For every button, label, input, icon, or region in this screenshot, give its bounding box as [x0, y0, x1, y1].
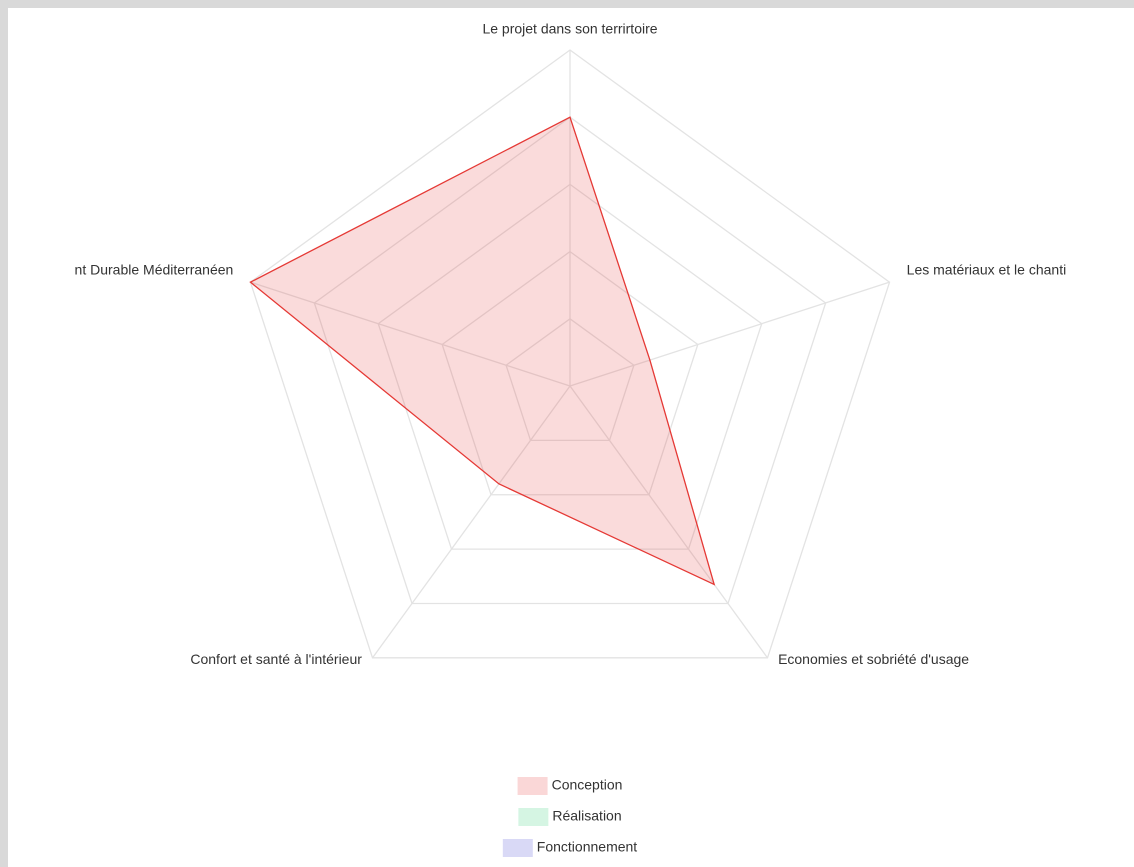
axis-spoke	[569, 385, 769, 659]
grid-ring	[377, 183, 763, 550]
grid-ring	[249, 49, 891, 659]
axis-label: nt Durable Méditerranéen	[75, 261, 234, 277]
grid-ring	[441, 250, 699, 496]
legend-label: Fonctionnement	[537, 839, 638, 855]
legend-swatch	[502, 839, 533, 857]
legend-label: Conception	[552, 777, 623, 793]
grid-ring	[505, 317, 635, 442]
chart-frame: Le projet dans son terrirtoire Les matéri…	[8, 8, 1134, 867]
axis-label: Economies et sobriété d'usage	[778, 651, 969, 667]
axis-label: Les matériaux et le chanti	[907, 261, 1067, 277]
series-area	[249, 116, 716, 586]
axis-spoke	[371, 385, 571, 659]
legend-swatch	[518, 808, 549, 826]
grid-ring	[313, 116, 827, 605]
axis-spoke	[250, 281, 571, 387]
axis-label: Confort et santé à l'intérieur	[190, 651, 362, 667]
legend-label: Réalisation	[552, 808, 621, 824]
axis-spoke	[569, 281, 890, 387]
legend-swatch	[517, 777, 548, 795]
chart: Le projet dans son terrirtoire Les matéri…	[75, 21, 1067, 857]
axis-label: Le projet dans son terrirtoire	[482, 21, 657, 37]
